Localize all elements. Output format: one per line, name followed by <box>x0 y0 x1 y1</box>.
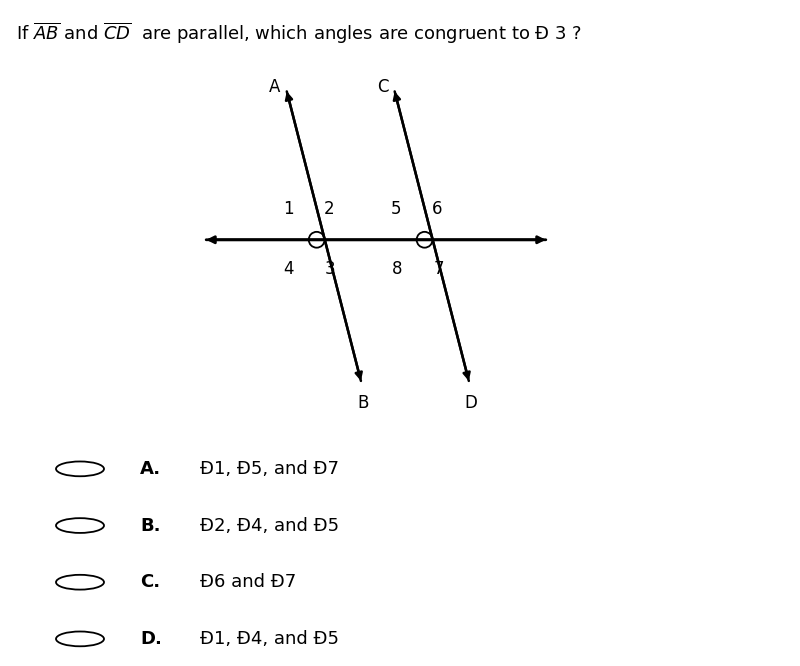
Text: 3: 3 <box>325 260 335 278</box>
Text: C: C <box>377 78 389 96</box>
Text: D.: D. <box>140 630 162 648</box>
Text: If $\overline{AB}$ and $\overline{CD}$  are parallel, which angles are congruent: If $\overline{AB}$ and $\overline{CD}$ a… <box>16 20 582 46</box>
Text: Ð1, Ð5, and Ð7: Ð1, Ð5, and Ð7 <box>200 460 339 478</box>
Text: 7: 7 <box>434 260 444 278</box>
Text: A: A <box>270 78 281 96</box>
Text: 6: 6 <box>432 200 442 218</box>
Text: 8: 8 <box>391 260 402 278</box>
Text: 4: 4 <box>282 260 294 278</box>
Text: 2: 2 <box>324 200 334 218</box>
Text: C.: C. <box>140 573 160 591</box>
Text: B.: B. <box>140 517 161 535</box>
Text: Ð2, Ð4, and Ð5: Ð2, Ð4, and Ð5 <box>200 517 339 535</box>
Text: A.: A. <box>140 460 161 478</box>
Text: Ð1, Ð4, and Ð5: Ð1, Ð4, and Ð5 <box>200 630 339 648</box>
Text: 5: 5 <box>390 200 401 218</box>
Text: D: D <box>465 394 478 412</box>
Text: 1: 1 <box>282 200 294 218</box>
Text: B: B <box>358 394 369 412</box>
Text: Ð6 and Ð7: Ð6 and Ð7 <box>200 573 296 591</box>
